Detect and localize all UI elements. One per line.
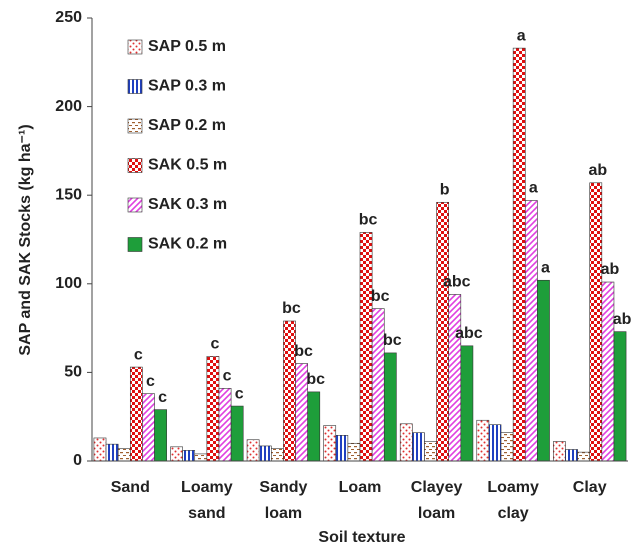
- significance-label: a: [517, 27, 526, 44]
- legend-swatch: [127, 158, 143, 173]
- bar: [154, 409, 167, 462]
- significance-label: bc: [282, 300, 301, 317]
- bar: [117, 448, 131, 462]
- bar: [347, 442, 361, 462]
- bar: [436, 201, 449, 462]
- significance-label: abc: [455, 325, 483, 342]
- significance-label: a: [541, 259, 550, 276]
- significance-label: bc: [371, 288, 390, 305]
- legend-label: SAP 0.5 m: [148, 38, 226, 55]
- legend-swatch: [127, 237, 143, 252]
- significance-label: c: [134, 346, 143, 363]
- bar: [359, 232, 373, 462]
- y-tick-label: 250: [55, 9, 82, 26]
- significance-label: abc: [443, 274, 471, 291]
- x-tick-label: Clayey loam: [410, 479, 463, 522]
- x-tick-label: Clay: [572, 479, 607, 496]
- bar: [307, 391, 321, 462]
- y-tick-label: 50: [64, 364, 82, 381]
- y-tick-label: 150: [55, 186, 82, 203]
- bar: [512, 47, 526, 462]
- x-tick-label: Sandy loam: [259, 479, 308, 522]
- significance-label: bc: [294, 343, 313, 360]
- bar: [206, 356, 220, 462]
- bar: [476, 419, 490, 462]
- significance-label: ab: [588, 162, 607, 179]
- bar: [537, 279, 550, 462]
- legend-label: SAK 0.3 m: [148, 196, 227, 213]
- bar: [399, 423, 413, 462]
- bar: [246, 439, 260, 462]
- bar: [565, 449, 578, 462]
- legend-label: SAK 0.2 m: [148, 236, 227, 253]
- bar: [424, 441, 437, 462]
- significance-label: c: [146, 373, 155, 390]
- bar: [613, 331, 627, 462]
- legend-swatch: [127, 79, 143, 94]
- x-axis-label: Soil texture: [318, 529, 405, 546]
- legend-label: SAP 0.3 m: [148, 78, 226, 95]
- bar: [335, 435, 349, 462]
- significance-label: b: [440, 182, 450, 199]
- legend-label: SAK 0.5 m: [148, 157, 227, 174]
- y-tick-label: 0: [73, 452, 82, 469]
- bar: [218, 388, 232, 462]
- bar: [488, 424, 502, 462]
- bar: [182, 450, 196, 462]
- significance-label: bc: [359, 212, 378, 229]
- y-tick-label: 200: [55, 98, 82, 115]
- bar: [271, 448, 284, 462]
- y-tick-label: 100: [55, 275, 82, 292]
- legend-swatch: [127, 118, 143, 134]
- bar: [142, 393, 155, 462]
- bar: [258, 445, 272, 462]
- x-tick-label: Loam: [338, 479, 382, 496]
- bar: [170, 446, 183, 462]
- y-axis-label: SAP and SAK Stocks (kg ha⁻¹): [17, 124, 34, 355]
- legend-swatch: [127, 39, 143, 55]
- significance-label: ab: [601, 261, 620, 278]
- bar: [412, 432, 425, 462]
- bar: [500, 432, 514, 462]
- bar: [194, 453, 208, 462]
- bar: [601, 281, 615, 462]
- x-tick-label: Sand: [110, 479, 150, 496]
- bar: [448, 294, 462, 462]
- significance-label: c: [158, 389, 167, 406]
- x-tick-label: Loamy sand: [181, 479, 233, 522]
- bar: [105, 443, 119, 462]
- bar: [524, 200, 538, 462]
- bar: [323, 425, 337, 462]
- bar: [589, 182, 603, 462]
- bar: [460, 345, 474, 462]
- x-tick-label: Loamy clay: [487, 479, 539, 522]
- significance-label: ab: [613, 311, 632, 328]
- significance-label: bc: [383, 332, 402, 349]
- bar: [93, 437, 107, 462]
- significance-label: c: [223, 368, 232, 385]
- significance-label: a: [529, 180, 538, 197]
- bar: [577, 451, 591, 462]
- bar: [383, 352, 397, 462]
- legend-swatch: [127, 197, 143, 213]
- significance-label: bc: [306, 371, 325, 388]
- significance-label: c: [235, 385, 244, 402]
- bar: [129, 366, 143, 462]
- legend-label: SAP 0.2 m: [148, 117, 226, 134]
- bar: [230, 405, 244, 462]
- bar: [553, 441, 566, 462]
- significance-label: c: [210, 336, 219, 353]
